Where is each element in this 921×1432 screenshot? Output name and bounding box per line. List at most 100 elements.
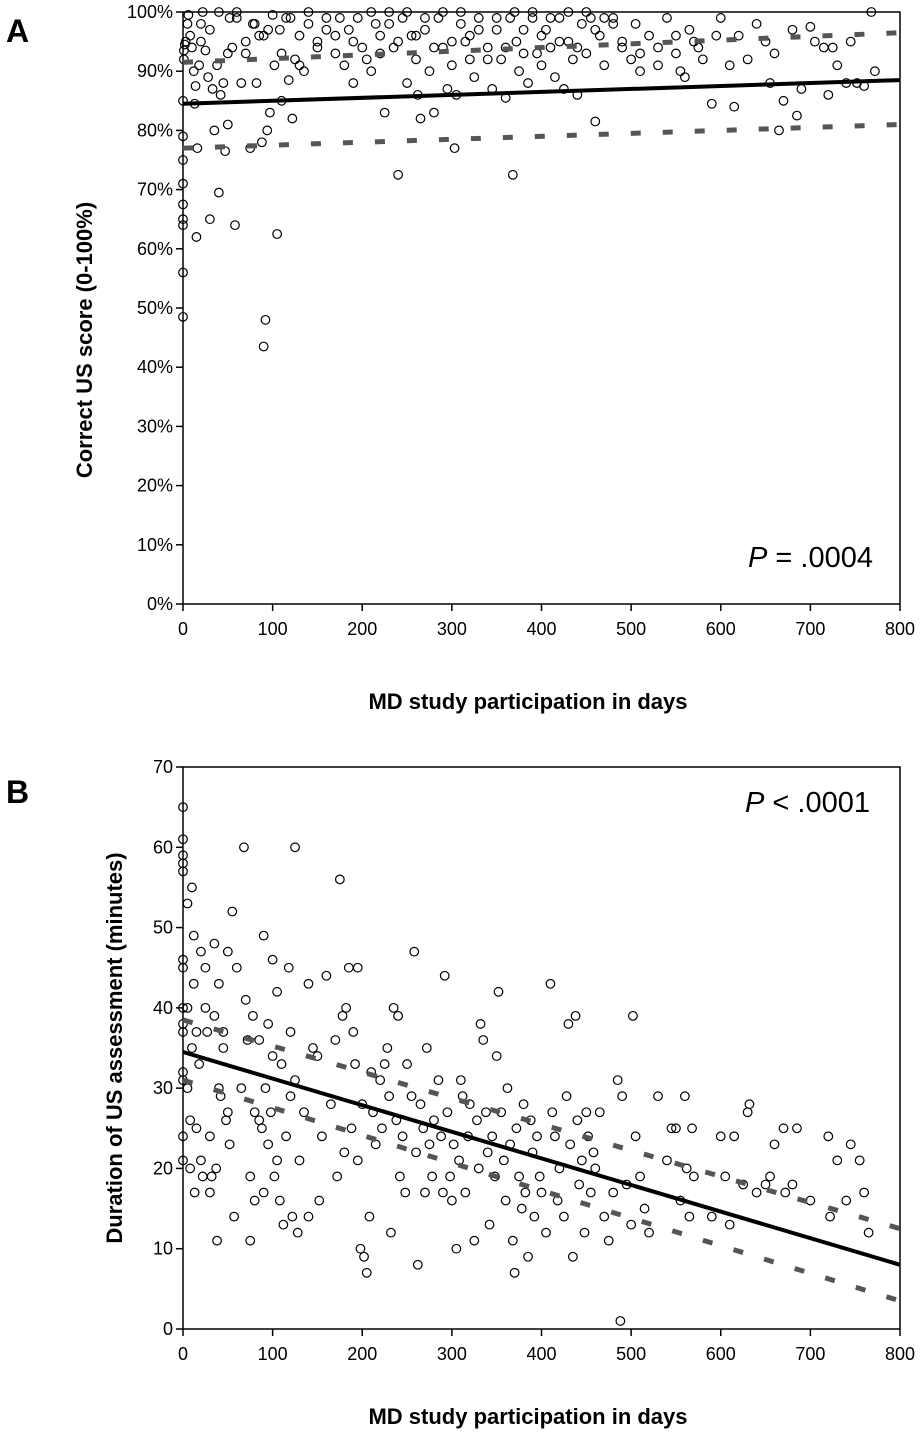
y-axis-title-a: Correct US score (0-100%) <box>72 202 97 478</box>
regression-fit-line <box>182 1050 901 1267</box>
data-point <box>724 60 735 71</box>
data-point <box>256 1123 267 1134</box>
data-point <box>500 1195 511 1206</box>
y-tick-label: 90% <box>137 61 173 81</box>
data-point <box>563 1019 574 1029</box>
data-point <box>460 36 471 47</box>
data-point <box>263 1019 274 1029</box>
data-point <box>248 1010 258 1021</box>
data-point <box>178 178 188 189</box>
regression-fit-line <box>182 78 901 106</box>
y-tick-label: 60% <box>137 239 173 259</box>
data-point <box>321 970 332 981</box>
data-point <box>780 1187 791 1198</box>
data-point <box>715 13 726 23</box>
scatter-points-b <box>178 802 874 1326</box>
x-tick-label: 600 <box>706 619 736 639</box>
data-point <box>792 1123 802 1134</box>
y-axis-title-b: Duration of US assessment (minutes) <box>102 852 127 1243</box>
data-point <box>361 54 372 65</box>
data-point <box>635 66 645 77</box>
data-point <box>547 1107 558 1118</box>
data-point <box>509 7 520 17</box>
data-point <box>204 214 215 225</box>
y-tick-label: 70 <box>153 757 173 777</box>
data-point <box>442 84 453 94</box>
data-point <box>581 48 592 59</box>
data-point <box>511 36 522 47</box>
data-point <box>227 42 238 53</box>
data-point <box>460 1187 471 1198</box>
data-point <box>439 970 450 981</box>
data-point <box>178 155 188 165</box>
data-point <box>191 232 202 242</box>
x-tick-label: 800 <box>885 619 915 639</box>
data-point <box>576 18 587 29</box>
data-point <box>230 220 240 231</box>
data-point <box>550 72 560 83</box>
data-point <box>693 42 704 53</box>
y-tick-label: 30 <box>153 1078 173 1098</box>
data-point <box>420 24 430 35</box>
x-tick-label: 200 <box>347 619 377 639</box>
data-point <box>688 1171 699 1182</box>
data-point <box>617 42 628 53</box>
data-point <box>446 60 457 71</box>
data-point <box>662 1155 672 1166</box>
data-point <box>827 42 838 53</box>
data-point <box>321 13 332 23</box>
data-point <box>224 1139 235 1150</box>
data-point <box>189 1187 200 1198</box>
data-point <box>409 946 420 957</box>
data-point <box>292 1227 303 1238</box>
x-tick-label: 100 <box>258 619 288 639</box>
data-point <box>359 1251 369 1262</box>
data-point <box>469 1235 480 1246</box>
data-point <box>478 1035 489 1045</box>
data-point <box>420 1187 430 1198</box>
data-point <box>283 75 294 85</box>
data-point <box>299 1107 309 1118</box>
p-label-a: P <box>748 542 768 574</box>
data-point <box>294 1155 305 1166</box>
data-point <box>518 24 529 35</box>
data-point <box>774 125 784 136</box>
data-point <box>382 1043 393 1053</box>
data-point <box>258 30 269 41</box>
data-point <box>666 1123 677 1134</box>
data-point <box>482 54 493 65</box>
data-point <box>178 220 188 231</box>
data-point <box>204 1131 215 1142</box>
y-tick-label: 50 <box>153 918 173 938</box>
data-point <box>464 54 475 65</box>
data-point <box>251 78 262 88</box>
data-point <box>518 1099 529 1110</box>
data-point <box>809 36 820 47</box>
data-point <box>269 1171 280 1182</box>
x-tick-label: 200 <box>347 1344 377 1364</box>
data-point <box>267 10 278 20</box>
data-point <box>523 78 533 88</box>
data-point <box>469 72 480 83</box>
panel-b: B 0 100 200 300 400 500 600 700 800 0 10 20 30 40 50 60… <box>6 757 915 1429</box>
data-point <box>792 110 802 121</box>
data-point <box>680 72 690 83</box>
data-point <box>254 30 265 41</box>
data-point <box>697 54 708 65</box>
data-point <box>339 60 350 71</box>
data-point <box>796 84 807 94</box>
data-point <box>420 13 430 23</box>
data-point <box>197 1171 208 1182</box>
data-point <box>433 1075 444 1086</box>
data-point <box>187 882 197 893</box>
data-point <box>332 1171 343 1182</box>
data-point <box>729 1131 740 1142</box>
data-point <box>527 13 538 23</box>
data-point <box>183 10 194 20</box>
y-tick-label: 30% <box>137 416 173 436</box>
y-tick-label: 60 <box>153 837 173 857</box>
data-point <box>446 36 457 47</box>
data-point <box>493 986 504 997</box>
data-point <box>687 1123 697 1134</box>
data-point <box>194 1059 205 1069</box>
